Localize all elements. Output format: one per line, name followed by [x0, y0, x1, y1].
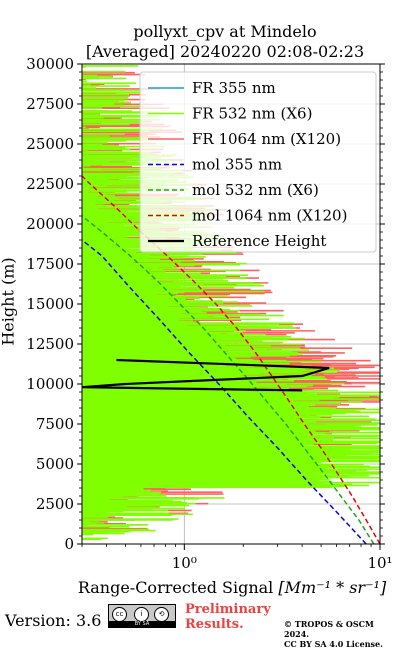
y-tick-label: 30000 [26, 55, 74, 73]
copyright-line1: © TROPOS & OSCM 2024. [284, 619, 374, 639]
preliminary-line1: Preliminary [185, 602, 271, 617]
share-alike-icon: ⟲ [154, 607, 169, 622]
legend-entry: Reference Height [192, 232, 326, 250]
preliminary-line2: Results. [185, 617, 244, 632]
legend-entry: FR 532 nm (X6) [192, 105, 312, 123]
cc-icon: cc [112, 607, 127, 622]
legend-entry: mol 532 nm (X6) [192, 181, 319, 199]
y-tick-label: 17500 [26, 255, 74, 273]
x-axis-label-units: [Mm⁻¹ * sr⁻¹] [278, 578, 387, 597]
series-mol-1064-nm-x120- [82, 175, 380, 544]
y-tick-label: 25000 [26, 135, 74, 153]
series-mol-355-nm [82, 239, 367, 544]
legend-entry: FR 1064 nm (X120) [192, 130, 341, 148]
series-fr-532-nm-x6- [82, 65, 380, 541]
y-tick-label: 10000 [26, 375, 74, 393]
x-axis-label: Range-Corrected Signal [Mm⁻¹ * sr⁻¹] [62, 578, 400, 597]
legend-entry: mol 1064 nm (X120) [192, 207, 347, 225]
y-tick-label: 15000 [26, 295, 74, 313]
series-mol-532-nm-x6- [82, 215, 375, 544]
copyright-notice: © TROPOS & OSCM 2024. CC BY SA 4.0 Licen… [284, 619, 400, 649]
preliminary-notice: Preliminary Results. [185, 602, 271, 632]
version-label: Version: 3.6 [5, 611, 102, 630]
chart-title: pollyxt_cpv at Mindelo [133, 22, 317, 41]
x-tick-label: 10¹ [367, 554, 392, 572]
license-badge-text: BY SA [109, 621, 175, 627]
y-tick-label: 20000 [26, 215, 74, 233]
x-axis-label-text: Range-Corrected Signal [77, 578, 274, 597]
x-tick-label: 10⁰ [172, 554, 197, 572]
y-tick-label: 27500 [26, 95, 74, 113]
y-tick-label: 2500 [36, 495, 74, 513]
y-tick-label: 12500 [26, 335, 74, 353]
y-tick-label: 5000 [36, 455, 74, 473]
legend-box [139, 71, 377, 253]
y-axis-label: Height (m) [0, 257, 18, 346]
copyright-line2: CC BY SA 4.0 License. [284, 639, 383, 649]
attribution-icon: i [134, 607, 149, 622]
y-tick-label: 22500 [26, 175, 74, 193]
cc-license-badge: cc i ⟲ BY SA [108, 604, 176, 628]
y-tick-label: 7500 [36, 415, 74, 433]
legend-entry: FR 355 nm [192, 79, 276, 97]
y-tick-label: 0 [64, 535, 74, 553]
legend-entry: mol 355 nm [192, 156, 282, 174]
chart-subtitle: [Averaged] 20240220 02:08-02:23 [85, 42, 365, 61]
series-reference-height [82, 358, 330, 392]
